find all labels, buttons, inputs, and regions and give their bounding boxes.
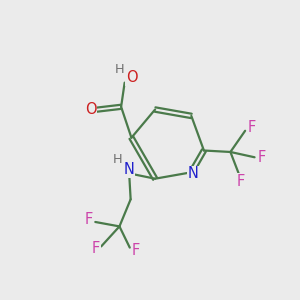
Text: F: F	[237, 174, 245, 189]
Text: O: O	[85, 102, 97, 117]
Text: F: F	[92, 241, 100, 256]
Text: F: F	[85, 212, 93, 227]
Text: F: F	[257, 150, 266, 165]
Text: N: N	[188, 166, 198, 181]
Text: N: N	[124, 162, 135, 177]
Text: O: O	[126, 70, 138, 85]
Text: F: F	[132, 243, 140, 258]
Text: H: H	[113, 153, 123, 166]
Text: H: H	[115, 63, 124, 76]
Text: F: F	[248, 120, 256, 135]
